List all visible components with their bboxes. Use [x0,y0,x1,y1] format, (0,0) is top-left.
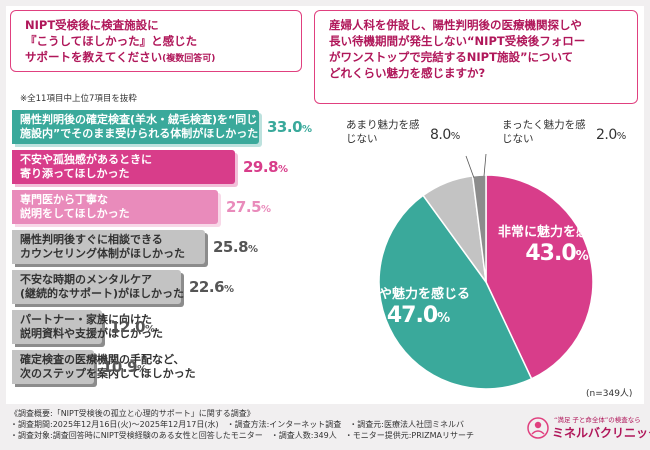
pie-value-somewhat-attractive: 47.0 [386,303,438,328]
bar-label-6: パートナー・家族に向けた 説明資料や支援がほしかった [20,313,163,341]
bar-label-2-line-1: 不安や孤独感があるときに [20,153,152,166]
pie-label-not-attractive-at-all-value: 2.0% [596,127,626,143]
bar-label-2-line-2: 寄り添ってほしかった [20,167,130,180]
bar-value-3: 27.5% [226,198,271,216]
right-question-line-1: 産婦人科を併設し、陽性判明後の医療機関探しや [329,18,582,32]
pie-label-very-attractive-value: 43.0% [525,241,588,266]
right-question-line-3: がワンストップで完結するNIPT施設”について [329,50,574,64]
left-note: ※全11項目中上位7項目を抜粋 [20,94,137,104]
bar-value-2-number: 29.8 [243,158,279,176]
pie-value-very-attractive: 43.0 [525,241,576,266]
bar-7 [12,350,94,384]
bar-label-5: 不安な時期のメンタルケア (継続的なサポート)がほしかった [20,273,184,301]
pie-leader-line-2 [483,153,487,177]
pie-slice-somewhat-attractive [378,194,533,390]
bar-2 [12,150,235,184]
left-question-line-2: 『こうしてほしかった』と感じた [25,34,198,48]
bar-value-3-number: 27.5 [226,198,262,216]
right-question-box: 産婦人科を併設し、陽性判明後の医療機関探しや 長い待機期間が発生しない“NIPT… [314,10,638,104]
bar-value-5: 22.6% [189,278,234,296]
bar-label-7: 確定検査の医療機関の手配など、 次のステップを案内してほしかった [20,353,196,381]
pie-chart [378,153,594,390]
bar-label-1-line-2: 施設内”でそのまま受けられる体制がほしかった [20,127,259,140]
bar-label-4: 陽性判明後すぐに相談できる カウンセリング体制がほしかった [20,233,185,261]
right-question-line-4: どれくらい魅力を感じますか? [329,66,486,80]
pie-label-somewhat-attractive: やや魅力を感じる 47.0% [366,286,470,332]
bar-label-3-line-1: 専門医から丁寧な [20,193,108,206]
bar-label-3: 専門医から丁寧な 説明をしてほしかった [20,193,130,221]
bar-label-3-line-2: 説明をしてほしかった [20,207,130,220]
pie-label-not-attractive-at-all-name: まったく魅力を感じない [502,119,586,145]
bar-4 [12,230,205,264]
bar-value-7-number: 10.9 [102,358,138,376]
sample-size-label: (n=349人) [586,389,633,399]
pie-leader-line-1 [465,155,475,179]
bar-value-7: 10.9% [102,358,147,376]
pie-label-very-attractive-name: 非常に魅力を感じる [498,225,616,240]
left-question-line-3-text: サポートを教えてください [25,50,163,64]
bar-5 [12,270,181,304]
bar-value-5-number: 22.6 [189,278,225,296]
bar-1 [12,110,259,144]
bar-label-1: 陽性判明後の確定検査(羊水・絨毛検査)を“同じ 施設内”でそのまま受けられる体制が… [20,113,258,141]
pie-value-not-very-attractive: 8.0 [430,127,451,143]
pie-label-very-attractive: 非常に魅力を感じる 43.0% [498,224,615,270]
bar-label-6-line-1: パートナー・家族に向けた [20,313,152,326]
bar-label-6-line-2: 説明資料や支援がほしかった [20,327,163,340]
clinic-logo: “満足 子と命全体”の検査なら ミネルバクリニック [524,414,650,444]
pie-label-not-attractive-at-all: まったく魅力を感じない 2.0% [502,118,642,150]
clinic-logo-icon [527,417,549,439]
pie-value-not-attractive-at-all: 2.0 [596,127,617,143]
pie-slice-not-attractive-at-all [471,174,487,283]
bar-label-2: 不安や孤独感があるときに 寄り添ってほしかった [20,153,152,181]
survey-footer: 《調査概要:「NIPT受検後の孤立と心理的サポート」に関する調査》 ・調査期間:… [10,408,474,441]
bar-value-2: 29.8% [243,158,288,176]
bar-value-1: 33.0% [267,118,312,136]
bar-label-5-line-1: 不安な時期のメンタルケア [20,273,152,286]
footer-line-3: ・調査対象:調査回答時にNIPT受検経験のある女性と回答したモニター ・調査人数… [10,431,475,440]
bar-label-1-line-1: 陽性判明後の確定検査(羊水・絨毛検査)を“同じ [20,113,258,126]
pie-label-not-very-attractive-value: 8.0% [430,127,460,143]
left-question-suffix: (複数回答可) [162,54,216,64]
bar-value-4: 25.8% [213,238,258,256]
bar-label-4-line-2: カウンセリング体制がほしかった [20,247,185,260]
bar-6 [12,310,102,344]
bar-3 [12,190,218,224]
pie-label-somewhat-attractive-value: 47.0% [386,303,450,328]
bar-label-7-line-2: 次のステップを案内してほしかった [20,367,196,380]
left-question-line-3: サポートを教えてください(複数回答可) [25,49,291,67]
bar-label-5-line-2: (継続的なサポート)がほしかった [20,287,185,300]
bar-value-1-number: 33.0 [267,118,303,136]
pie-slice-very-attractive [485,174,594,380]
footer-line-2: ・調査期間:2025年12月16日(火)〜2025年12月17日(水) ・調査方… [10,420,465,429]
pie-label-not-very-attractive-name: あまり魅力を感じない [346,119,420,145]
bar-label-4-line-1: 陽性判明後すぐに相談できる [20,233,163,246]
bar-label-7-line-1: 確定検査の医療機関の手配など、 [20,353,185,366]
pie-label-not-very-attractive: あまり魅力を感じない 8.0% [346,118,476,150]
clinic-logo-tagline: “満足 子と命全体”の検査なら [554,416,641,424]
clinic-logo-name: ミネルバクリニック [552,426,650,440]
bar-value-4-number: 25.8 [213,238,249,256]
left-question-box: NIPT受検後に検査施設に 『こうしてほしかった』と感じた サポートを教えてくだ… [10,10,302,72]
footer-line-1: 《調査概要:「NIPT受検後の孤立と心理的サポート」に関する調査》 [10,409,255,418]
right-question-line-2: 長い待機期間が発生しない“NIPT受検後フォロー [329,34,586,48]
bar-value-6-number: 12.0 [110,318,146,336]
left-question-line-1: NIPT受検後に検査施設に [25,18,159,32]
bar-value-6: 12.0% [110,318,155,336]
pie-label-somewhat-attractive-name: やや魅力を感じる [366,287,471,302]
